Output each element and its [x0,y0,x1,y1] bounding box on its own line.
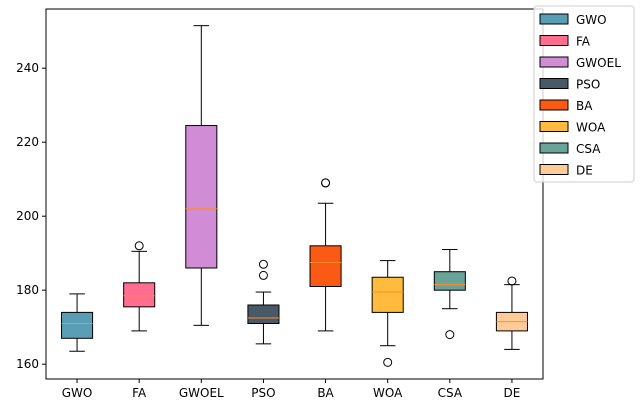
box-gwo [61,311,94,339]
outlier-point [134,241,144,251]
legend-swatch [539,142,569,154]
legend-box [533,5,635,183]
box-pso [247,304,280,324]
legend-label: PSO [576,78,600,92]
legend-label: DE [576,164,593,178]
x-tick-label: CSA [438,386,463,400]
box-csa [433,271,466,291]
y-tick-label: 200 [16,209,39,223]
legend-swatch [539,78,569,89]
x-tick-label: DE [504,386,521,400]
y-tick-label: 220 [16,135,39,149]
legend-swatch [539,121,569,132]
legend-label: GWO [576,13,607,27]
outlier-point [258,259,268,269]
outlier-point [321,178,331,188]
box-fa [123,282,156,308]
x-tick-label: GWOEL [179,386,224,400]
outlier-point [507,276,517,286]
y-tick-label: 240 [16,61,39,75]
x-tick-label: WOA [373,386,403,400]
box-ba [309,245,342,288]
legend-label: GWOEL [576,56,621,70]
y-tick-label: 160 [16,357,39,371]
outlier-point [258,270,268,280]
legend-swatch [539,35,569,46]
x-tick-label: PSO [251,386,275,400]
legend-label: BA [576,99,593,113]
outlier-point [445,330,455,340]
y-tick-label: 180 [16,283,39,297]
outlier-point [383,357,393,367]
legend-swatch [539,99,569,111]
x-tick-label: FA [132,386,147,400]
x-tick-label: GWO [62,386,93,400]
legend-label: FA [576,35,591,49]
box-woa [371,276,404,313]
legend-label: WOA [576,121,606,135]
box-gwoel [185,125,218,269]
legend-swatch [539,13,569,25]
plot-frame [45,8,544,380]
legend-swatch [539,164,569,175]
legend-label: CSA [576,142,601,156]
legend-swatch [539,56,569,68]
x-tick-label: BA [317,386,334,400]
